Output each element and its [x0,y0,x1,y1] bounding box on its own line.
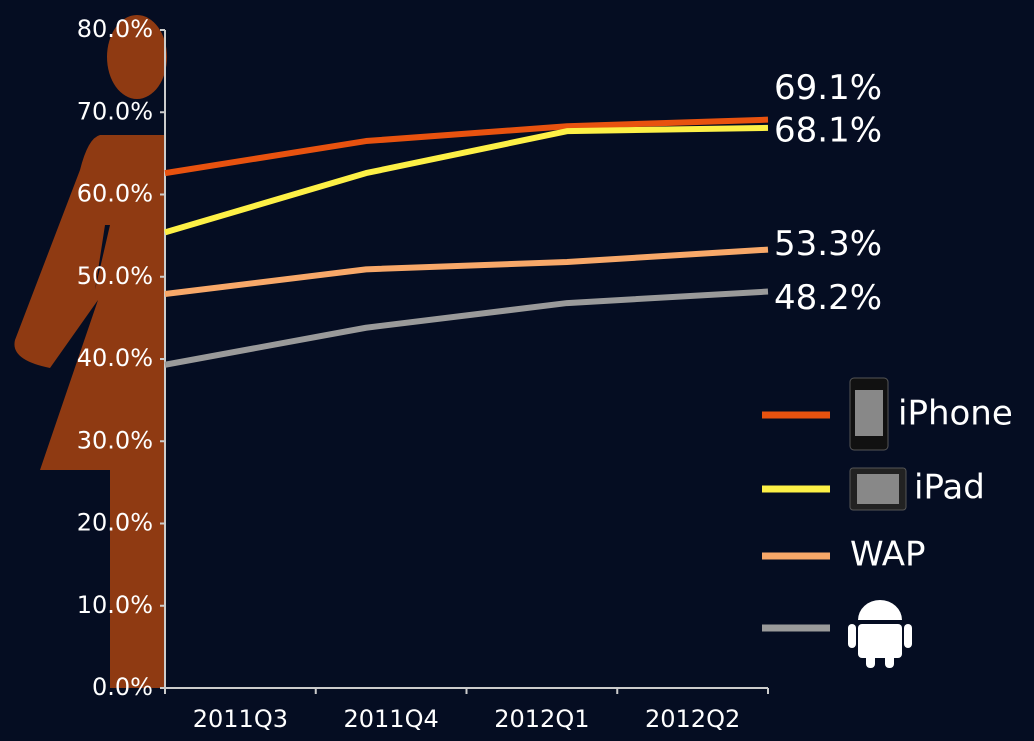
y-tick-label: 80.0% [77,15,153,43]
series-line [165,250,768,294]
y-tick-label: 0.0% [92,673,153,701]
legend-label: iPad [914,468,985,508]
y-tick-label: 10.0% [77,591,153,619]
value-label: 48.2% [774,278,882,318]
iphone-screen [855,390,883,436]
y-tick-label: 50.0% [77,262,153,290]
page: {"chart_data": {"type": "line", "categor… [0,0,1034,741]
y-tick-label: 20.0% [77,509,153,537]
ipad-screen [857,474,899,504]
legend-label: iPhone [898,394,1013,434]
y-tick-label: 60.0% [77,180,153,208]
y-tick-label: 70.0% [77,97,153,125]
value-label: 68.1% [774,110,882,150]
x-tick-label: 2012Q1 [494,705,589,733]
legend-label: WAP [850,535,926,575]
y-tick-label: 40.0% [77,344,153,372]
y-tick-label: 30.0% [77,426,153,454]
x-tick-label: 2011Q3 [193,705,288,733]
series-line [165,128,768,232]
x-tick-label: 2011Q4 [344,705,439,733]
chart: 0.0% 10.0% 20.0% 30.0% 40.0% 50.0% 60.0% 70.0% 8… [0,0,1034,741]
value-label: 53.3% [774,224,882,264]
android-icon [848,600,912,668]
value-label: 69.1% [774,68,882,108]
x-tick-label: 2012Q2 [645,705,740,733]
series-line [165,292,768,365]
